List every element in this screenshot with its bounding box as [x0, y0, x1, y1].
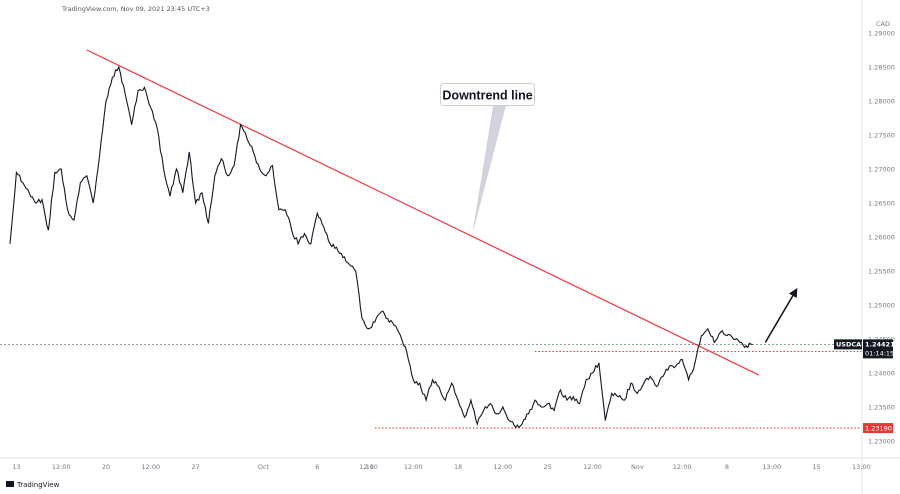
x-tick-label: 25 — [544, 463, 552, 471]
y-tick-label: 1.29000 — [868, 29, 895, 37]
y-tick-label: 1.28000 — [868, 97, 895, 105]
x-tick-label: 12:00 — [404, 463, 423, 471]
currency-label: CAD — [876, 20, 890, 28]
y-tick-label: 1.26500 — [868, 199, 895, 207]
y-tick-label: 1.25500 — [868, 267, 895, 275]
y-tick-label: 1.27500 — [868, 131, 895, 139]
up-arrow-icon — [764, 288, 798, 343]
y-tick-label: 1.24500 — [868, 335, 895, 343]
x-tick-label: 12:00 — [359, 463, 378, 471]
x-tick-label: 18 — [454, 463, 462, 471]
x-tick-label: 13 — [12, 463, 20, 471]
y-tick-label: 1.25000 — [868, 301, 895, 309]
symbol-tag — [834, 339, 862, 350]
x-tick-label: 13:00 — [762, 463, 781, 471]
tradingview-logo[interactable]: TradingView — [6, 481, 60, 489]
y-tick-label: 1.23000 — [868, 437, 895, 445]
x-tick-label: 12:00 — [583, 463, 602, 471]
x-tick-label: 13:00 — [852, 463, 871, 471]
x-tick-label: 12:00 — [673, 463, 692, 471]
x-tick-label: 12:00 — [494, 463, 513, 471]
tv-logo-icon — [6, 481, 14, 487]
bar-countdown: 01:14:15 — [865, 350, 894, 358]
downtrend-callout: Downtrend line — [440, 83, 535, 229]
x-tick-label: 20 — [102, 463, 110, 471]
price-axis[interactable]: 1.29000 1.28500 1.28000 1.27500 1.27000 1.265… — [861, 0, 895, 494]
x-tick-label: 11 — [366, 463, 374, 471]
x-tick-label: Nov — [631, 463, 644, 471]
x-tick-label: 27 — [192, 463, 200, 471]
y-tick-label: 1.26000 — [868, 233, 895, 241]
x-tick-label: 15 — [812, 463, 820, 471]
support-level-tag — [863, 423, 893, 434]
downtrend-line[interactable] — [86, 49, 760, 376]
callout-label: Downtrend line — [442, 89, 532, 103]
price-series-line — [9, 65, 753, 429]
support-levels — [374, 350, 862, 429]
support-level-value: 1.23190 — [865, 424, 892, 432]
x-tick-label: 8 — [725, 463, 729, 471]
x-tick-label: 12:00 — [52, 463, 71, 471]
symbol-label: USDCAD — [836, 341, 867, 349]
x-tick-label: 6 — [315, 463, 319, 471]
last-price-value: 1.24421 — [865, 341, 895, 349]
y-tick-label: 1.24000 — [868, 369, 895, 377]
chart-source-line: TradingView.com, Nov 09, 2021 23:45 UTC+… — [61, 5, 210, 13]
brand-label: TradingView — [16, 481, 60, 489]
x-tick-label: 12:00 — [141, 463, 160, 471]
x-tick-label: Oct — [258, 463, 270, 471]
callout-box — [440, 83, 535, 106]
y-tick-label: 1.27000 — [868, 165, 895, 173]
y-tick-label: 1.23500 — [868, 403, 895, 411]
last-price-tag — [863, 339, 893, 359]
callout-pointer — [473, 105, 506, 229]
y-tick-label: 1.28500 — [868, 63, 895, 71]
